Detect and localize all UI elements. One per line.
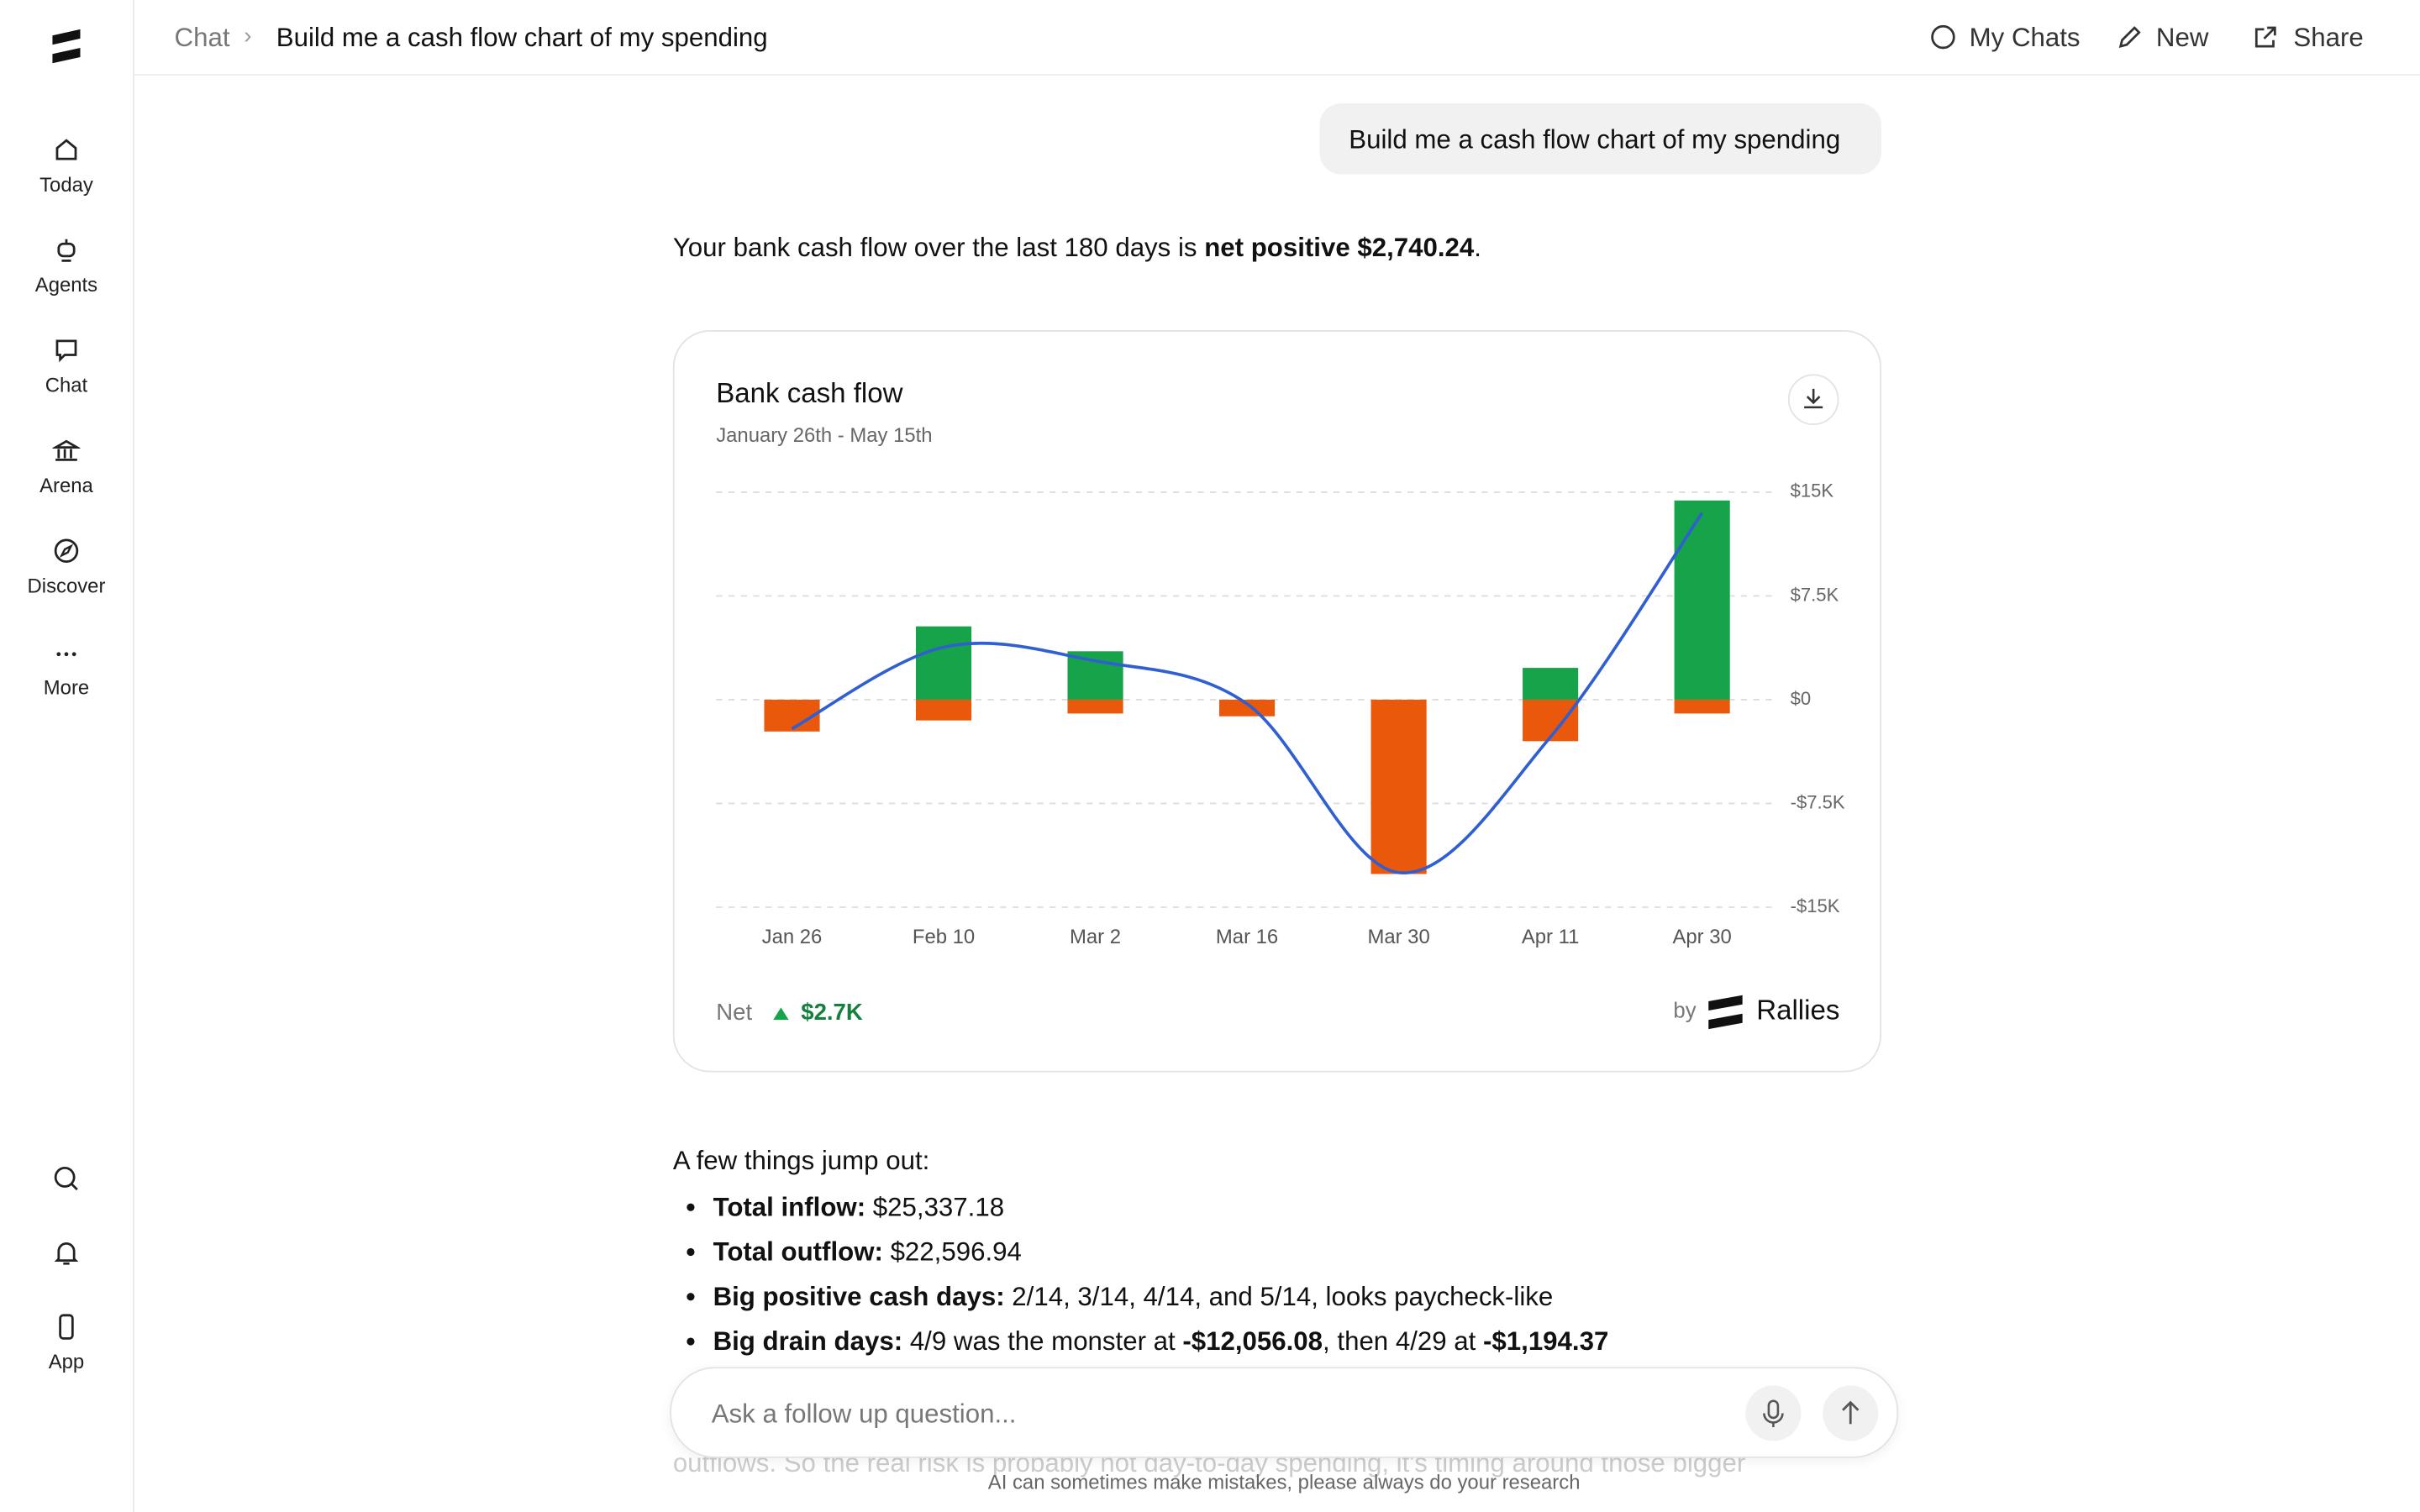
net-value: $2.7K (801, 999, 863, 1025)
user-message: Build me a cash flow chart of my spendin… (1349, 124, 1841, 155)
x-tick-label: Feb 10 (913, 926, 975, 948)
response-intro: Your bank cash flow over the last 180 da… (673, 233, 1481, 264)
text: Your bank cash flow over the last 180 da… (672, 233, 1205, 263)
nav-arena[interactable]: Arena (0, 437, 133, 497)
new-icon (2118, 26, 2141, 48)
x-tick-label: Mar 30 (1367, 926, 1429, 948)
x-tick-label: Apr 11 (1522, 926, 1580, 948)
x-tick-label: Apr 30 (1673, 926, 1732, 948)
net-up-arrow (773, 1007, 789, 1021)
net-line (791, 512, 1704, 874)
bar (1674, 699, 1730, 714)
bullet-text: 4/9 was the monster at (902, 1326, 1183, 1357)
bell-icon[interactable] (52, 1239, 80, 1267)
logo (52, 29, 81, 64)
x-tick-label: Jan 26 (762, 926, 823, 948)
breadcrumb-separator: › (244, 23, 252, 50)
mic-button[interactable] (1744, 1384, 1803, 1443)
y-tick-label: $0 (1791, 688, 1812, 709)
nav-app[interactable]: App (0, 1313, 133, 1373)
bullet: Total outflow: $22,596.94 (713, 1237, 1886, 1268)
share-icon (2254, 26, 2276, 48)
user-bubble: Build me a cash flow chart of my spendin… (1319, 103, 1881, 175)
bar (1370, 699, 1427, 874)
bar (1523, 668, 1579, 700)
sidebar: Today Agents Chat Arena Discover More Ap… (0, 0, 134, 1512)
bar (1067, 699, 1123, 714)
chart-title: Bank cash flow (716, 378, 902, 409)
bullet-text: $25,337.18 (865, 1192, 1005, 1222)
download-button[interactable] (1787, 374, 1839, 426)
bullet: Big drain days: 4/9 was the monster at -… (713, 1327, 1886, 1358)
response-lead: A few things jump out: (672, 1146, 930, 1176)
chart: Bank cash flow January 26th - May 15th N… (716, 374, 1845, 1030)
nav-label: Chat (45, 373, 88, 397)
nav-label: Today (39, 172, 93, 197)
chat-input[interactable]: Ask a follow up question... (670, 1367, 1899, 1458)
nav-label: Discover (27, 574, 106, 597)
y-tick-label: -$7.5K (1791, 791, 1845, 812)
bar (1067, 651, 1123, 700)
bar (1674, 500, 1730, 700)
y-tick-label: $7.5K (1791, 584, 1839, 605)
nav-label: Agents (34, 273, 98, 297)
disclaimer: AI can sometimes make mistakes, please a… (987, 1470, 1581, 1494)
input-placeholder: Ask a follow up question... (711, 1399, 1017, 1429)
chart-card: Bank cash flow January 26th - May 15th N… (672, 330, 1881, 1073)
nav-agents[interactable]: Agents (0, 236, 133, 297)
bullet-text: Big drain days: (713, 1326, 903, 1357)
bar (764, 699, 820, 732)
x-tick-label: Mar 16 (1216, 926, 1278, 948)
text-bold: net positive $2,740.24 (1204, 233, 1475, 263)
bar (1523, 699, 1579, 742)
send-button[interactable] (1821, 1384, 1880, 1443)
header: Chat › Build me a cash flow chart of my … (134, 0, 2420, 76)
credit-by: by (1673, 1000, 1696, 1023)
bullet-text: Big positive cash days: (713, 1282, 1005, 1312)
bar (915, 626, 972, 700)
y-tick-label: -$15K (1791, 895, 1840, 916)
my-chats-icon (1931, 24, 1955, 50)
my-chats-button[interactable]: My Chats (1969, 23, 2081, 53)
nav-more[interactable]: More (0, 638, 133, 699)
nav-label: Arena (39, 473, 93, 497)
bullet-text: Total inflow: (713, 1192, 866, 1222)
x-tick-label: Mar 2 (1070, 926, 1121, 948)
bar (1219, 699, 1276, 717)
bullet-text: Total outflow: (713, 1237, 883, 1267)
nav-label: More (43, 675, 90, 700)
rallies-logo (1708, 995, 1743, 1030)
credit-brand: Rallies (1756, 995, 1839, 1026)
chart-subtitle: January 26th - May 15th (716, 424, 932, 447)
page-title: Build me a cash flow chart of my spendin… (276, 23, 768, 53)
bullet-text: $22,596.94 (882, 1237, 1022, 1267)
bullet-text: , then 4/29 at (1323, 1326, 1484, 1357)
share-button[interactable]: Share (2293, 23, 2364, 53)
new-button[interactable]: New (2155, 23, 2209, 53)
breadcrumb[interactable]: Chat (174, 23, 230, 53)
net-label: Net (716, 999, 752, 1025)
nav-today[interactable]: Today (0, 136, 133, 197)
text: . (1474, 233, 1482, 263)
bullet-text: -$12,056.08 (1182, 1326, 1323, 1357)
search-icon[interactable] (52, 1165, 80, 1193)
bullet: Total inflow: $25,337.18 (713, 1193, 1886, 1224)
bar (915, 699, 972, 721)
bullet-text: -$1,194.37 (1483, 1326, 1609, 1357)
nav-discover[interactable]: Discover (0, 537, 133, 597)
nav-chat[interactable]: Chat (0, 336, 133, 396)
bullet-text: 2/14, 3/14, 4/14, and 5/14, looks payche… (1004, 1282, 1554, 1312)
bullet: Big positive cash days: 2/14, 3/14, 4/14… (713, 1282, 1886, 1313)
bullet-list: Total inflow: $25,337.18 Total outflow: $… (673, 1193, 1886, 1368)
y-tick-label: $15K (1791, 480, 1834, 501)
nav-label: App (48, 1350, 85, 1373)
